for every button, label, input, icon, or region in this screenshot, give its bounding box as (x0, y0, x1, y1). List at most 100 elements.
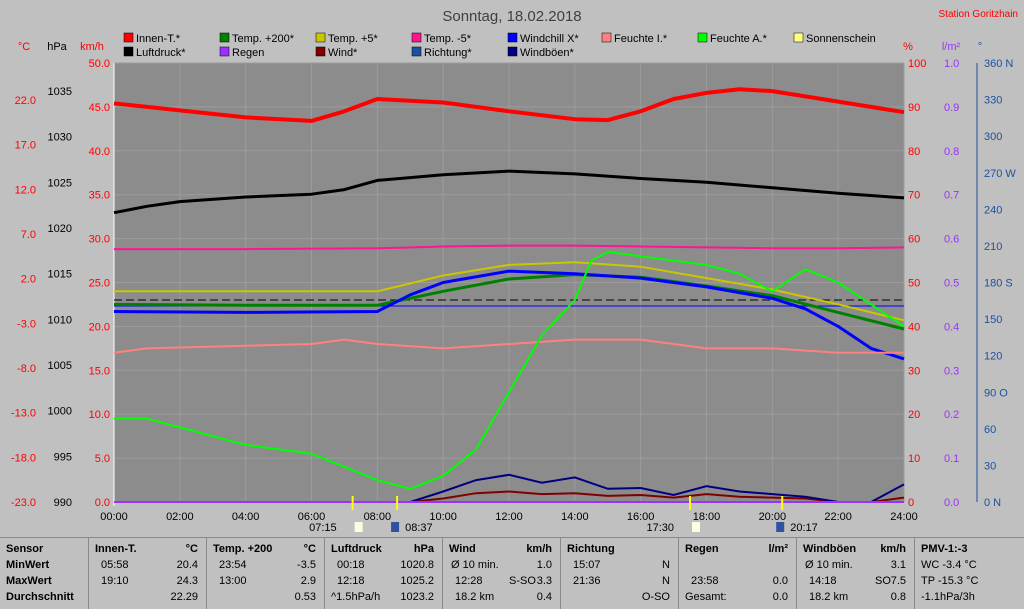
row-label-min: MinWert (6, 559, 50, 571)
sun-time-label: 07:15 (309, 522, 337, 534)
temp-axis-unit: °C (18, 41, 30, 53)
temp200-title: Temp. +200 (213, 543, 273, 555)
statistics-table: Sensor MinWert MaxWert Durchschnitt Inne… (0, 537, 1024, 609)
direction-tick: 60 (984, 424, 996, 436)
temp200-unit: °C (303, 543, 316, 555)
time-tick: 18:00 (693, 511, 721, 523)
pressure-tick: 995 (54, 451, 72, 463)
direction-tick: 330 (984, 95, 1002, 107)
stats-luftdruck: Luftdruck hPa 00:18 1020.8 12:18 1025.2 … (324, 538, 442, 609)
temp200-avg: 0.53 (294, 591, 316, 603)
stats-boeen: Windböen km/h Ø 10 min. 3.1 14:18 SO 7.5… (796, 538, 914, 609)
wind-r3: 0.4 (536, 591, 552, 603)
innen-min-time: 05:58 (101, 559, 129, 571)
humidity-tick: 30 (908, 365, 920, 377)
legend-swatch (315, 32, 326, 43)
legend-label: Richtung* (424, 47, 472, 59)
legend-label: Feuchte A.* (710, 33, 768, 45)
legend-swatch (793, 32, 804, 43)
regen-r2-label: 23:58 (691, 575, 719, 587)
legend-swatch (697, 32, 708, 43)
sun-marker-box (692, 522, 701, 532)
temp-tick: 22.0 (15, 95, 36, 107)
legend-label: Temp. +200* (232, 33, 295, 45)
legend-label: Innen-T.* (136, 33, 181, 45)
sun-marker-box (391, 522, 400, 532)
boeen-unit: km/h (880, 543, 906, 555)
humidity-tick: 20 (908, 409, 920, 421)
row-label-avg: Durchschnitt (6, 591, 74, 603)
richtung-r3: O-SO (641, 591, 670, 603)
legend-swatch (411, 46, 422, 57)
legend: Innen-T.* Luftdruck* Temp. +200* Regen Temp.… (123, 32, 876, 59)
rain-tick: 0.0 (944, 497, 959, 509)
direction-tick: 360 N (984, 58, 1013, 70)
temp200-max: 2.9 (300, 575, 316, 587)
legend-swatch (123, 32, 134, 43)
wind-tick: 40.0 (89, 146, 110, 158)
wind-tick: 5.0 (95, 453, 110, 465)
richtung-title: Richtung (567, 543, 615, 555)
luftdruck-max: 1025.2 (400, 575, 434, 587)
stats-innen: Innen-T. °C 05:58 20.4 19:10 24.3 22.29 (88, 538, 206, 609)
series-layer (113, 87, 905, 503)
humidity-tick: 70 (908, 190, 920, 202)
direction-tick: 300 (984, 131, 1002, 143)
luftdruck-trend: ^1.5hPa/h (331, 591, 381, 603)
temp-tick: -3.0 (17, 318, 36, 330)
regen-unit: l/m² (768, 543, 788, 555)
weather-chart: °C hPa km/h 22.0 17.0 12.0 7.0 2.0 -3.0 -8.0 -13.0… (10, 8, 1018, 534)
pmv-title: PMV-1:-3 (921, 543, 968, 555)
series-line (113, 269, 905, 361)
legend-swatch (315, 46, 326, 57)
regen-title: Regen (685, 543, 719, 555)
legend-label: Sonnenschein (806, 33, 876, 45)
stats-richtung: Richtung 15:07 N 21:36 N O-SO (560, 538, 678, 609)
rain-tick: 0.2 (944, 409, 959, 421)
richtung-r2: N (662, 575, 670, 587)
rain-tick: 0.9 (944, 102, 959, 114)
boeen-r2: 7.5 (890, 575, 906, 587)
direction-tick: 120 (984, 351, 1002, 363)
time-tick: 00:00 (100, 511, 128, 523)
temp200-min: -3.5 (297, 559, 316, 571)
grid (113, 62, 905, 506)
boeen-title: Windböen (803, 543, 857, 555)
time-tick: 14:00 (561, 511, 589, 523)
wind-r3-label: 18.2 km (455, 591, 495, 603)
legend-swatch (219, 46, 230, 57)
temp-tick: -18.0 (11, 452, 36, 464)
pmv-r3: -1.1hPa/3h (921, 591, 975, 603)
innen-max-time: 19:10 (101, 575, 129, 587)
direction-tick: 90 O (984, 387, 1008, 399)
luftdruck-avg: 1023.2 (400, 591, 434, 603)
innen-title: Innen-T. (95, 543, 137, 555)
wind-axis-unit: km/h (80, 41, 104, 53)
series-line (114, 244, 905, 251)
pressure-tick: 1020 (48, 223, 72, 235)
wind-tick: 30.0 (89, 234, 110, 246)
wind-r2-dir: S-SO (509, 575, 536, 587)
wind-r2-label: 12:28 (455, 575, 483, 587)
pressure-tick: 1010 (48, 314, 72, 326)
sun-time-label: 17:30 (647, 522, 675, 534)
temp-tick: -13.0 (11, 408, 36, 420)
boeen-r3: 0.8 (890, 591, 906, 603)
innen-max: 24.3 (176, 575, 198, 587)
humidity-tick: 60 (908, 234, 920, 246)
rain-tick: 0.1 (944, 453, 959, 465)
legend-label: Temp. +5* (328, 33, 379, 45)
innen-avg: 22.29 (170, 591, 198, 603)
wind-r1: 1.0 (536, 559, 552, 571)
luftdruck-min: 1020.8 (400, 559, 434, 571)
humidity-tick: 100 (908, 58, 926, 70)
sensor-title: Sensor (6, 543, 44, 555)
wind-tick: 35.0 (89, 190, 110, 202)
pressure-tick: 990 (54, 497, 72, 509)
temp-tick: 17.0 (15, 140, 36, 152)
wind-r1-label: Ø 10 min. (451, 559, 499, 571)
rain-tick: 0.8 (944, 146, 959, 158)
pressure-tick: 1025 (48, 177, 72, 189)
wind-tick: 10.0 (89, 409, 110, 421)
pressure-tick: 1005 (48, 360, 72, 372)
